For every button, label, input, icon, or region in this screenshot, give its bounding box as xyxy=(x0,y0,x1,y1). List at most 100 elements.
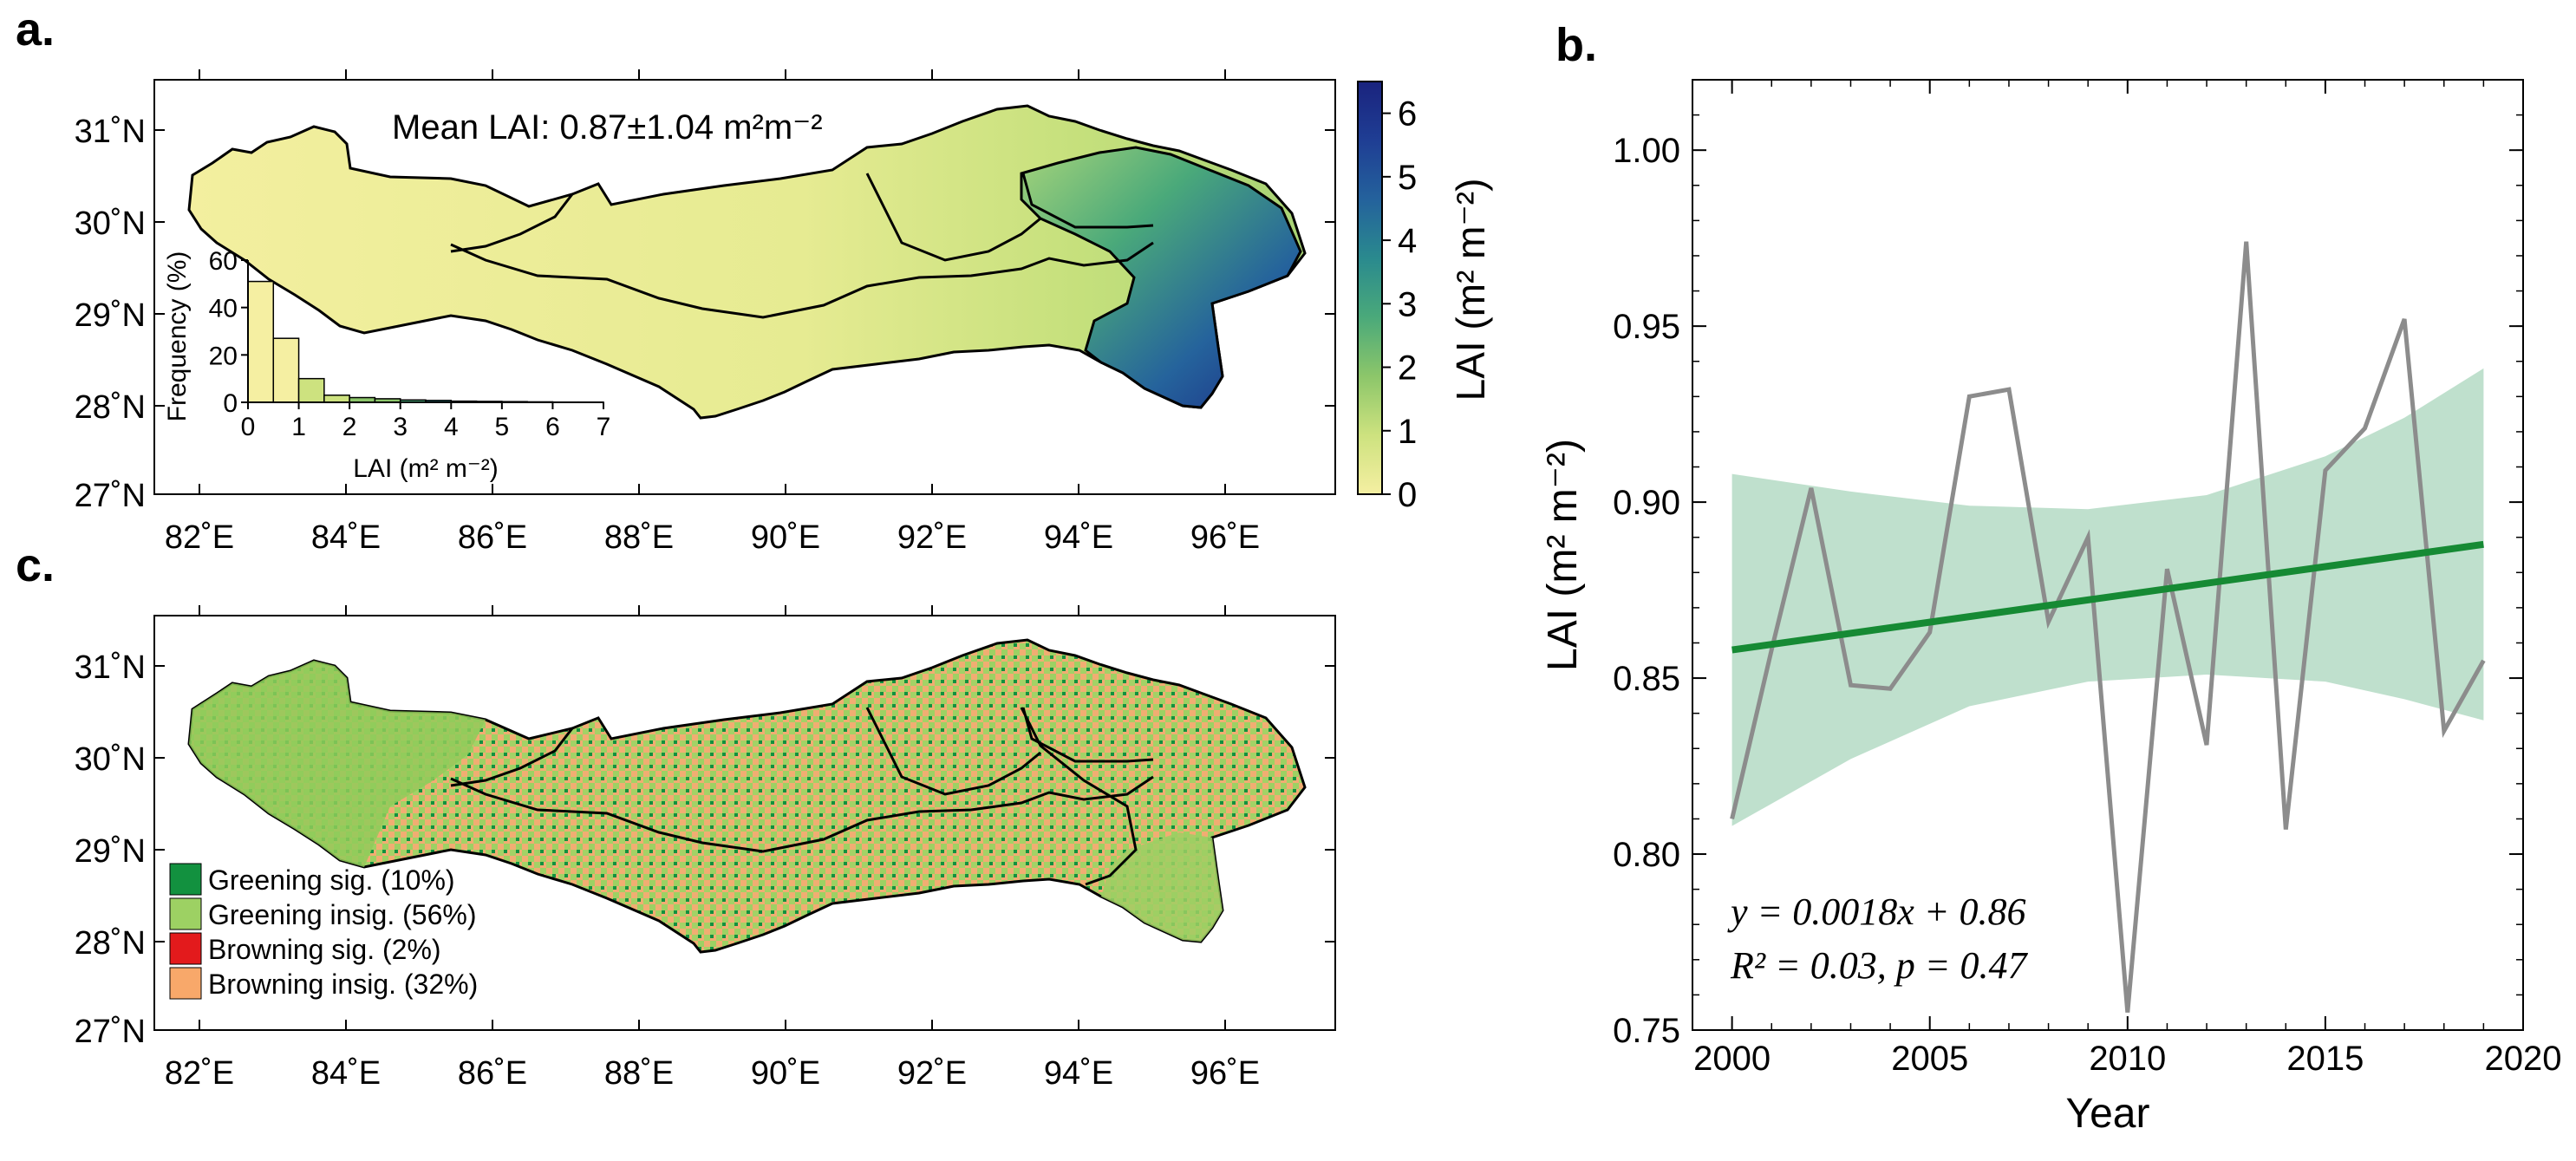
hist-ytick-label: 0 xyxy=(223,389,238,418)
lon-label: 86˚E xyxy=(458,519,527,556)
lon-label: 84˚E xyxy=(311,1055,381,1092)
panel-a-inset-histogram: 0 20 40 60 0 1 2 3 4 5 6 7 Frequency (%) LAI (m² m⁻… xyxy=(163,247,610,483)
lat-label: 28˚N xyxy=(75,925,146,962)
lon-label: 96˚E xyxy=(1190,1055,1260,1092)
lat-label: 27˚N xyxy=(75,1014,146,1050)
panel-a-lon-labels: 82˚E 84˚E 86˚E 88˚E 90˚E 92˚E 94˚E 96˚E xyxy=(165,519,1260,556)
hist-xtick-label: 4 xyxy=(444,413,459,441)
lon-label: 88˚E xyxy=(604,519,674,556)
panel-a-label: a. xyxy=(16,3,55,55)
hist-xtick-label: 2 xyxy=(342,413,357,441)
hist-xlabel: LAI (m² m⁻²) xyxy=(353,454,498,483)
lat-label: 27˚N xyxy=(75,478,146,514)
hist-xtick-label: 6 xyxy=(545,413,560,441)
hist-ytick-label: 20 xyxy=(209,342,238,370)
legend-swatch-greening-insig xyxy=(169,897,202,930)
hist-xtick-label: 5 xyxy=(495,413,510,441)
colorbar-tick-label: 1 xyxy=(1398,413,1417,451)
lat-label: 30˚N xyxy=(75,741,146,778)
lon-label: 86˚E xyxy=(458,1055,527,1092)
hist-xtick-label: 3 xyxy=(393,413,408,441)
lat-label: 31˚N xyxy=(75,649,146,686)
panel-c-west-greening xyxy=(189,661,486,867)
colorbar-label: LAI (m² m⁻²) xyxy=(1448,179,1493,401)
panel-a: a. Mean LAI: 0.87±1.04 m²m⁻² 31˚N 30˚N 2… xyxy=(16,3,1493,556)
panel-c: c. Greening sig. (10%) Greening insig. (… xyxy=(16,539,1336,1092)
hist-xtick-label: 1 xyxy=(291,413,306,441)
x-tick-label: 2010 xyxy=(2089,1040,2166,1078)
panel-b-ylabel: LAI (m² m⁻²) xyxy=(1540,439,1586,671)
panel-a-east-subbasin xyxy=(1020,146,1302,409)
y-tick-label: 0.90 xyxy=(1613,484,1680,522)
y-tick-label: 0.95 xyxy=(1613,308,1680,346)
y-tick-label: 0.85 xyxy=(1613,660,1680,698)
hist-xtick-label: 7 xyxy=(597,413,611,441)
colorbar-tick-label: 6 xyxy=(1398,95,1417,134)
hist-ytick-label: 60 xyxy=(209,247,238,276)
hist-ytick-label: 40 xyxy=(209,295,238,323)
lon-label: 82˚E xyxy=(165,1055,234,1092)
colorbar-tick-label: 2 xyxy=(1398,349,1417,388)
regression-equation: y = 0.0018x + 0.86 xyxy=(1727,890,2025,933)
panel-a-ticks xyxy=(154,69,1335,494)
lat-label: 31˚N xyxy=(75,114,146,150)
x-tick-label: 2020 xyxy=(2485,1040,2562,1078)
legend-swatch-greening-sig xyxy=(169,863,202,896)
x-tick-label: 2015 xyxy=(2286,1040,2364,1078)
panel-b: b. 0.75 0.80 0.85 0.90 0.95 1.00 2000 2005 2010 2… xyxy=(1540,19,2561,1137)
regression-stats: R² = 0.03, p = 0.47 xyxy=(1730,944,2028,987)
legend-label-greening-sig: Greening sig. (10%) xyxy=(208,864,455,896)
x-tick-label: 2000 xyxy=(1693,1040,1771,1078)
panel-c-subbasin-boundaries xyxy=(450,707,1154,886)
lat-label: 29˚N xyxy=(75,297,146,334)
panel-c-lon-labels: 82˚E 84˚E 86˚E 88˚E 90˚E 92˚E 94˚E 96˚E xyxy=(165,1055,1260,1092)
panel-c-east-greening xyxy=(1101,832,1223,942)
linear-fit-line xyxy=(1731,540,2484,654)
lon-label: 90˚E xyxy=(751,519,820,556)
annual-lai-line xyxy=(1730,241,2486,1013)
lon-label: 82˚E xyxy=(165,519,234,556)
histogram-bar xyxy=(272,337,300,403)
hist-xtick-label: 0 xyxy=(241,413,256,441)
histogram-bar xyxy=(323,395,350,403)
lon-label: 88˚E xyxy=(604,1055,674,1092)
histogram-bar xyxy=(247,280,275,403)
colorbar-bar xyxy=(1357,81,1383,495)
legend-label-greening-insig: Greening insig. (56%) xyxy=(208,899,476,930)
lon-label: 92˚E xyxy=(897,1055,967,1092)
lat-label: 28˚N xyxy=(75,389,146,426)
panel-c-label: c. xyxy=(16,539,55,591)
y-tick-label: 1.00 xyxy=(1613,132,1680,170)
hist-ylabel: Frequency (%) xyxy=(163,251,192,422)
lon-label: 94˚E xyxy=(1044,1055,1113,1092)
panel-a-colorbar: 0 1 2 3 4 5 6 LAI (m² m⁻²) xyxy=(1357,81,1493,514)
colorbar-tick-label: 0 xyxy=(1398,476,1417,514)
y-tick-label: 0.75 xyxy=(1613,1012,1680,1050)
lon-label: 84˚E xyxy=(311,519,381,556)
panel-c-lat-labels: 31˚N 30˚N 29˚N 28˚N 27˚N xyxy=(75,649,146,1050)
panel-a-mean-annotation: Mean LAI: 0.87±1.04 m²m⁻² xyxy=(392,108,823,147)
legend-swatch-browning-insig xyxy=(169,967,202,1000)
panel-b-xlabel: Year xyxy=(2066,1091,2150,1137)
lon-label: 92˚E xyxy=(897,519,967,556)
legend-label-browning-insig: Browning insig. (32%) xyxy=(208,969,478,1000)
y-tick-label: 0.80 xyxy=(1613,836,1680,874)
panel-c-ticks xyxy=(154,605,1335,1030)
panel-b-label: b. xyxy=(1555,19,1597,71)
histogram-bar xyxy=(297,377,325,403)
lat-label: 30˚N xyxy=(75,205,146,242)
panel-a-lat-labels: 31˚N 30˚N 29˚N 28˚N 27˚N xyxy=(75,114,146,514)
lon-label: 94˚E xyxy=(1044,519,1113,556)
panel-a-subbasin-boundaries xyxy=(450,173,1154,319)
lon-label: 90˚E xyxy=(751,1055,820,1092)
colorbar-tick-label: 5 xyxy=(1398,159,1417,197)
lat-label: 29˚N xyxy=(75,833,146,870)
legend-swatch-browning-sig xyxy=(169,932,202,965)
colorbar-tick-label: 4 xyxy=(1398,222,1417,260)
legend-label-browning-sig: Browning sig. (2%) xyxy=(208,934,441,965)
panel-c-legend: Greening sig. (10%) Greening insig. (56%… xyxy=(169,863,478,1000)
colorbar-tick-label: 3 xyxy=(1398,285,1417,323)
x-tick-label: 2005 xyxy=(1891,1040,1968,1078)
lon-label: 96˚E xyxy=(1190,519,1260,556)
